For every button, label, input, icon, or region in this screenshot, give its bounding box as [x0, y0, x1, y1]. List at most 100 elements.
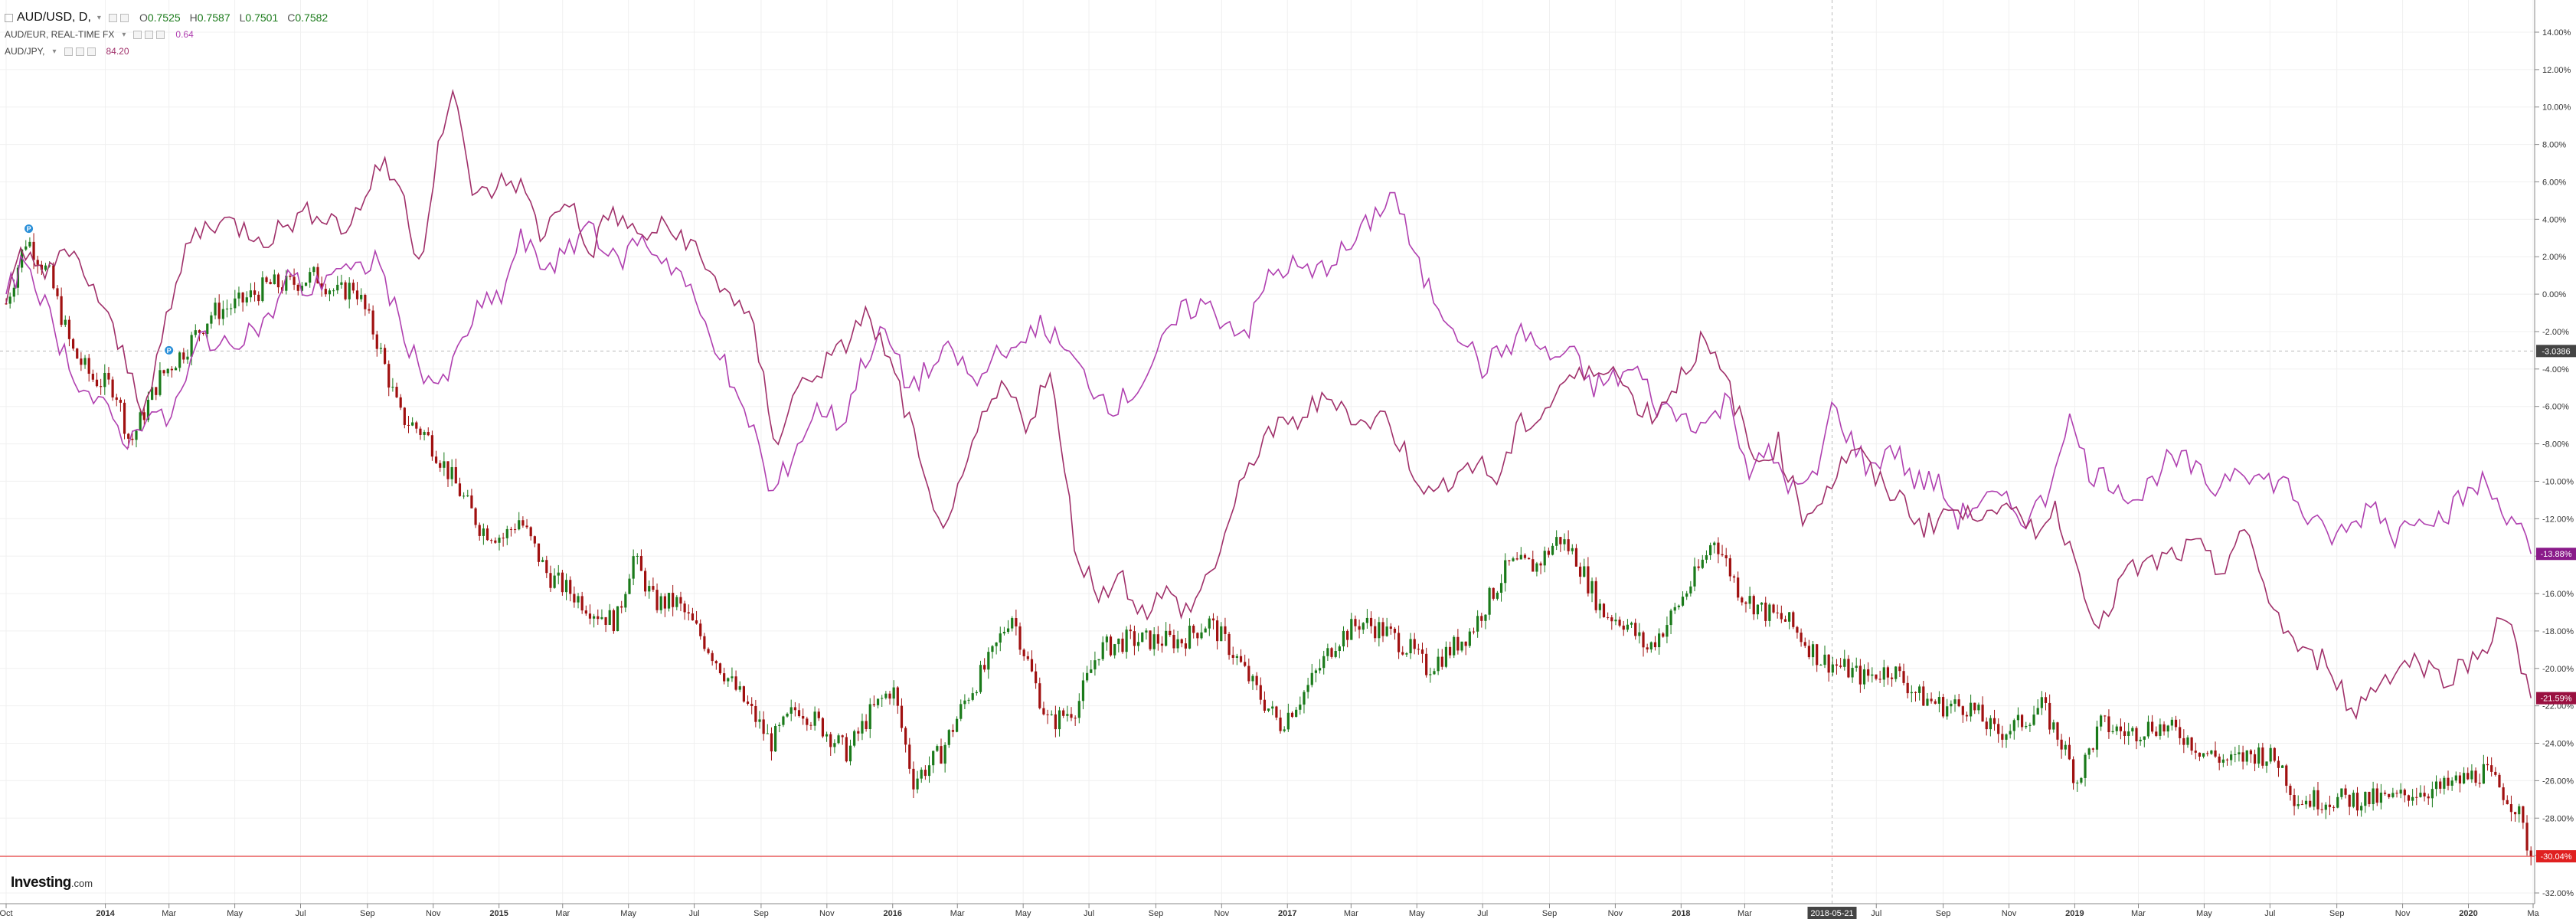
settings-icon[interactable] — [145, 30, 154, 39]
candle-body — [1705, 555, 1708, 560]
candle-body — [1768, 604, 1771, 621]
candle-body — [1499, 583, 1503, 593]
compare-value-aud-jpy: 84.20 — [106, 46, 129, 57]
candle-body — [2482, 764, 2485, 784]
candle-body — [778, 724, 781, 726]
legend-actions[interactable] — [108, 13, 132, 22]
candle-body — [691, 613, 695, 621]
main-symbol[interactable]: AUD/USD, D, — [17, 11, 91, 24]
candle-body — [1744, 602, 1747, 604]
candle-body — [967, 699, 970, 701]
candle-body — [1748, 596, 1751, 604]
crosshair-date-label: 2018-05-21 — [1810, 909, 1853, 918]
ohlc-open: O0.7525 — [139, 11, 181, 24]
chevron-down-icon[interactable]: ▾ — [52, 47, 57, 56]
candle-body — [947, 730, 950, 745]
candle-body — [1216, 620, 1219, 642]
candle-body — [1953, 699, 1957, 704]
candle-body — [1512, 558, 1515, 561]
candle-body — [813, 711, 816, 726]
candle-body — [2352, 793, 2355, 807]
candle-body — [1724, 555, 1728, 558]
y-axis[interactable]: 14.00% 12.00% 10.00% 8.00% 6.00% 4.00% 2.00% 0.… — [2534, 0, 2574, 904]
candle-body — [912, 768, 915, 790]
candle-body — [2001, 734, 2004, 740]
candle-body — [1780, 613, 1783, 620]
candle-body — [2170, 719, 2173, 726]
candle-body — [1701, 559, 1704, 568]
candle-body — [797, 710, 801, 717]
candle-body — [1460, 641, 1463, 651]
x-axis[interactable]: Oct 2014 Mar May Jul Sep Nov 2015 Mar May Jul Sep No… — [0, 903, 2540, 918]
candle-body — [273, 274, 276, 285]
legend-compare-aud-eur[interactable]: AUD/EUR, REAL-TIME FX ▾ 0.64 — [5, 26, 337, 43]
x-tick-label: Oct — [0, 909, 13, 918]
candle-body — [135, 430, 138, 440]
eye-icon[interactable] — [108, 13, 117, 22]
candle-body — [1602, 603, 1606, 617]
candle-body — [1488, 587, 1491, 615]
settings-icon[interactable] — [75, 47, 84, 56]
x-tick-label: May — [2196, 909, 2212, 918]
close-icon[interactable] — [156, 30, 165, 39]
candle-body — [1239, 656, 1243, 662]
candle-body — [1941, 697, 1945, 717]
chevron-down-icon[interactable]: ▾ — [96, 13, 101, 22]
candle-body — [999, 633, 1002, 643]
candle-body — [1578, 566, 1582, 577]
event-markers: PP — [24, 224, 175, 355]
collapse-toggle-icon[interactable] — [5, 13, 13, 22]
compare-symbol-aud-eur[interactable]: AUD/EUR, REAL-TIME FX — [5, 29, 115, 40]
candle-body — [1334, 651, 1337, 657]
y-tick-label: -8.00% — [2542, 440, 2569, 450]
candle-body — [1468, 631, 1471, 646]
candle-body — [687, 612, 690, 614]
candle-body — [474, 508, 477, 525]
candle-body — [32, 241, 35, 260]
legend-actions[interactable] — [133, 30, 168, 39]
candle-body — [1519, 554, 1522, 560]
ohlc-close: C0.7582 — [287, 11, 329, 24]
candle-body — [584, 610, 587, 614]
candle-body — [494, 540, 497, 543]
candle-body — [1819, 665, 1822, 666]
candle-body — [2447, 777, 2450, 786]
candle-body — [648, 586, 651, 592]
candle-body — [2143, 736, 2146, 740]
candle-body — [395, 387, 398, 397]
compare-symbol-aud-jpy[interactable]: AUD/JPY, — [5, 46, 45, 57]
candle-body — [1728, 558, 1731, 577]
candle-body — [296, 284, 299, 291]
candle-body — [2324, 804, 2327, 810]
candle-body — [2194, 751, 2197, 753]
candle-body — [1263, 699, 1267, 711]
eye-icon[interactable] — [133, 30, 142, 39]
candle-body — [241, 293, 244, 303]
y-tick-label: 10.00% — [2542, 103, 2571, 113]
legend-compare-aud-jpy[interactable]: AUD/JPY, ▾ 84.20 — [5, 43, 337, 60]
candle-body — [672, 593, 675, 607]
price-badge — [2536, 850, 2576, 863]
candle-body — [151, 387, 154, 401]
candle-body — [1535, 563, 1538, 572]
candle-body — [1362, 623, 1365, 630]
candle-body — [1015, 618, 1018, 626]
candle-body — [2316, 790, 2319, 809]
candle-body — [979, 665, 982, 692]
candle-body — [2044, 697, 2048, 703]
legend-main-row[interactable]: AUD/USD, D, ▾ O0.7525 H0.7587 L0.7501 C0… — [5, 9, 337, 26]
candle-body — [1523, 554, 1527, 558]
legend-actions[interactable] — [64, 47, 99, 56]
close-icon[interactable] — [87, 47, 96, 56]
candle-body — [2273, 747, 2276, 761]
candle-body — [1717, 542, 1720, 554]
chevron-down-icon[interactable]: ▾ — [122, 30, 126, 39]
candle-body — [119, 400, 123, 403]
settings-icon[interactable] — [119, 13, 129, 22]
x-tick-label: Mar — [950, 909, 965, 918]
candle-body — [853, 731, 856, 746]
x-tick-label: Sep — [1542, 909, 1558, 918]
candle-body — [2336, 796, 2339, 808]
eye-icon[interactable] — [64, 47, 73, 56]
